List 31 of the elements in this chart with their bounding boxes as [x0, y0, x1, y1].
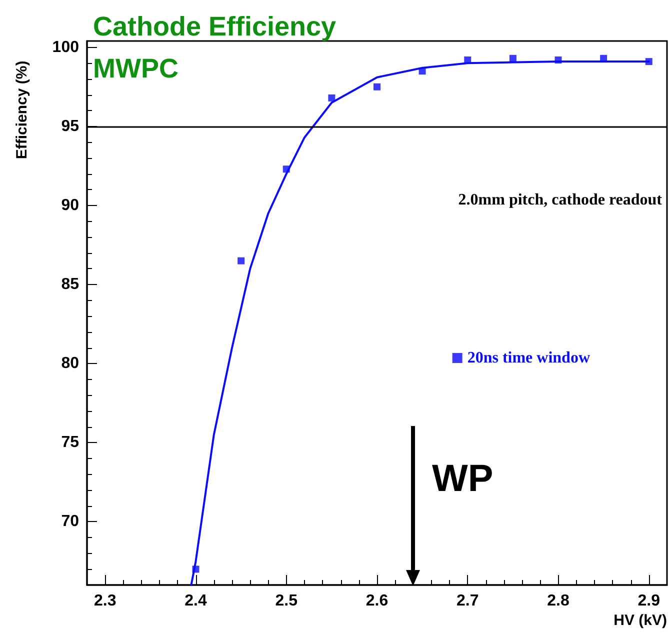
point	[509, 54, 516, 62]
text: MWPC	[93, 54, 178, 84]
x-tick-label: 2.6	[366, 592, 388, 610]
y-tick-label: 75	[61, 434, 80, 452]
y-tick-label: 85	[61, 276, 80, 294]
point	[418, 68, 426, 75]
point	[192, 566, 200, 573]
y-tick-label: 90	[61, 196, 80, 214]
annotation: WP	[432, 458, 494, 500]
x-tick-label: 2.7	[456, 592, 479, 610]
point	[374, 83, 380, 90]
point	[645, 58, 652, 66]
point	[282, 166, 290, 173]
point	[464, 56, 472, 64]
x-axis-title: HV (kV)	[614, 612, 668, 629]
x-tick-label: 2.5	[275, 592, 298, 610]
point	[238, 257, 245, 264]
y-tick-label: 80	[61, 355, 80, 372]
x-tick-label: 2.3	[94, 592, 116, 610]
x-tick-label: 2.9	[638, 592, 660, 610]
y-tick-label: 95	[61, 118, 80, 135]
y-tick-label: 70	[61, 513, 80, 530]
y-axis-title: Efficiency (%)	[14, 60, 30, 160]
legend-label: 20ns time window	[467, 350, 590, 366]
y-tick-label: 100	[52, 38, 80, 56]
x-tick-label: 2.8	[547, 592, 570, 610]
x-tick-label: 2.4	[184, 592, 207, 610]
annotation: 2.0mm pitch, cathode readout	[458, 192, 663, 208]
point	[554, 56, 562, 64]
chart-title: Cathode Efficiency	[93, 12, 336, 42]
point	[328, 94, 336, 102]
